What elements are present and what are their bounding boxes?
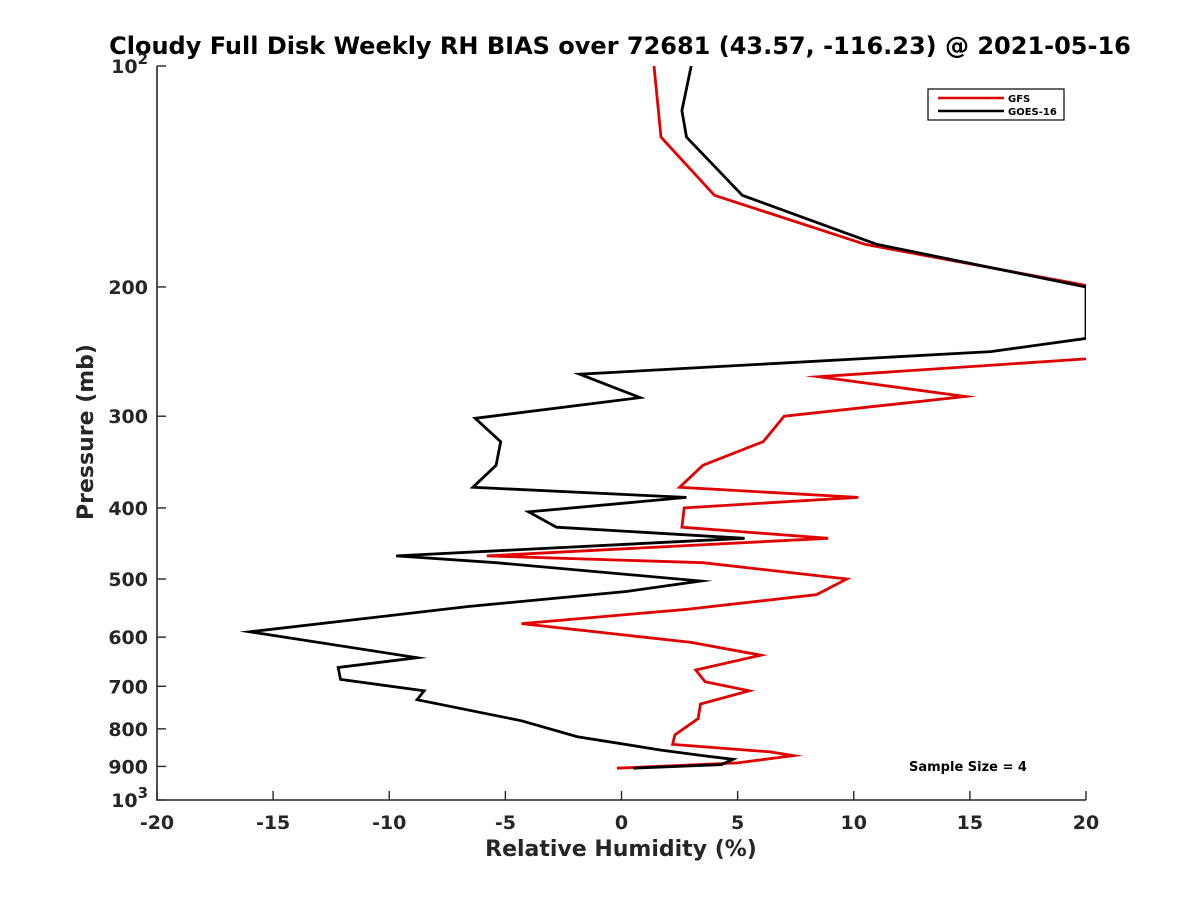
- x-axis-ticks: -20 -15 -10 -5 0 5 10 15 20: [140, 791, 1099, 834]
- x-tick-label: -15: [256, 812, 290, 834]
- y-tick-label: 800: [108, 719, 148, 741]
- series-layer: [239, 66, 1086, 770]
- x-tick-label: -10: [372, 812, 406, 834]
- x-tick-label: 20: [1073, 812, 1099, 834]
- y-tick-label: 200: [108, 277, 148, 299]
- y-axis-ticks: 200 300 400 500 600 700 800 900 102 103: [108, 50, 166, 812]
- y-tick-label: 400: [108, 498, 148, 520]
- x-axis-label: Relative Humidity (%): [485, 837, 757, 862]
- y-tick-label: 900: [108, 756, 148, 778]
- legend: GFS GOES-16: [927, 88, 1065, 121]
- y-tick-label: 500: [108, 569, 148, 591]
- sample-size-annotation: Sample Size = 4: [909, 760, 1027, 775]
- x-tick-label: 5: [731, 812, 744, 834]
- series-line-gfs: [486, 66, 1086, 770]
- series-line-goes16: [239, 66, 1086, 770]
- y-decade-tick-label: 103: [111, 784, 148, 812]
- legend-label-goes16: GOES-16: [1008, 107, 1057, 118]
- x-tick-label: -20: [140, 812, 174, 834]
- x-tick-label: -5: [495, 812, 516, 834]
- y-tick-label: 600: [108, 627, 148, 649]
- y-tick-label: 700: [108, 676, 148, 698]
- y-decade-tick-label: 102: [111, 50, 148, 78]
- y-axis-label: Pressure (mb): [74, 344, 99, 520]
- legend-label-gfs: GFS: [1008, 94, 1030, 105]
- legend-box: [927, 88, 1065, 121]
- chart-title: Cloudy Full Disk Weekly RH BIAS over 726…: [109, 32, 1131, 60]
- plot-area: -20 -15 -10 -5 0 5 10 15 20 200 300 400 500 600 700 80…: [108, 50, 1099, 834]
- x-tick-label: 10: [841, 812, 867, 834]
- x-tick-label: 15: [957, 812, 983, 834]
- x-tick-label: 0: [615, 812, 628, 834]
- y-tick-label: 300: [108, 406, 148, 428]
